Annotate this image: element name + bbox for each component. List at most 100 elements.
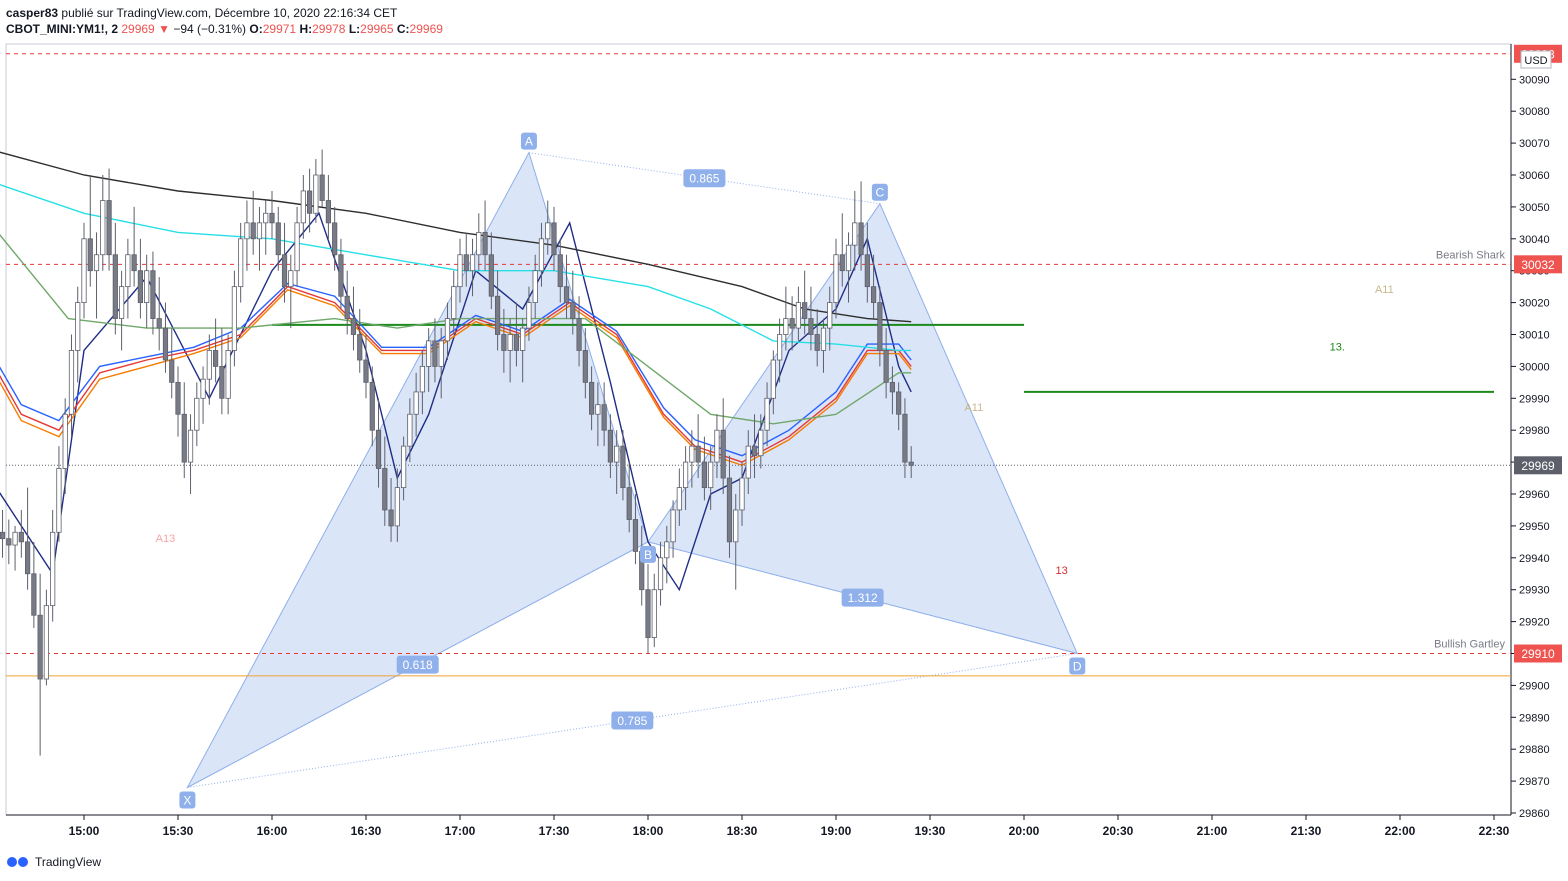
candle[interactable] — [137, 270, 143, 304]
candle[interactable] — [726, 477, 733, 543]
candle[interactable] — [187, 429, 194, 463]
candle[interactable] — [407, 413, 413, 447]
candle[interactable] — [764, 397, 770, 431]
candle[interactable] — [300, 190, 306, 224]
candle[interactable] — [864, 254, 870, 288]
candle[interactable] — [739, 477, 745, 511]
candle[interactable] — [288, 270, 294, 288]
candle[interactable] — [263, 212, 269, 224]
candle[interactable] — [194, 397, 200, 431]
candle[interactable] — [6, 538, 12, 546]
candle[interactable] — [858, 222, 864, 256]
candle[interactable] — [576, 318, 582, 351]
candle[interactable] — [206, 350, 212, 380]
candle[interactable] — [632, 519, 639, 552]
candle[interactable] — [770, 359, 776, 399]
candle[interactable] — [419, 365, 426, 393]
candle[interactable] — [156, 318, 162, 329]
candle[interactable] — [43, 605, 50, 680]
candle[interactable] — [657, 557, 664, 591]
candle[interactable] — [839, 254, 845, 272]
candle[interactable] — [582, 350, 588, 383]
candle[interactable] — [538, 238, 545, 272]
pattern-point-b[interactable] — [640, 545, 656, 563]
candle[interactable] — [112, 254, 118, 319]
candle[interactable] — [745, 445, 751, 479]
pattern-point-a[interactable] — [520, 132, 537, 150]
candle[interactable] — [783, 318, 789, 335]
candle[interactable] — [526, 302, 532, 329]
ratio-badge[interactable] — [611, 711, 654, 730]
candle[interactable] — [382, 468, 388, 511]
candle[interactable] — [306, 190, 313, 214]
candle[interactable] — [689, 445, 695, 463]
candle[interactable] — [169, 359, 175, 383]
candle[interactable] — [513, 334, 520, 351]
candle[interactable] — [601, 404, 607, 431]
candle[interactable] — [758, 429, 764, 457]
candle[interactable] — [457, 254, 463, 288]
ratio-badge[interactable] — [396, 655, 439, 674]
candle[interactable] — [175, 381, 181, 415]
candle[interactable] — [708, 461, 714, 489]
candle[interactable] — [507, 334, 513, 351]
candle[interactable] — [81, 238, 87, 304]
candle[interactable] — [664, 541, 670, 559]
candle[interactable] — [871, 286, 877, 303]
candle[interactable] — [883, 350, 889, 383]
candle[interactable] — [238, 238, 244, 288]
candle[interactable] — [0, 531, 6, 540]
candle[interactable] — [350, 318, 357, 335]
candle[interactable] — [751, 445, 758, 457]
candle[interactable] — [87, 238, 93, 272]
candle[interactable] — [802, 302, 808, 319]
candle[interactable] — [902, 413, 908, 463]
candle[interactable] — [281, 254, 288, 288]
candle[interactable] — [845, 244, 852, 272]
candle[interactable] — [394, 487, 400, 527]
candle[interactable] — [589, 381, 595, 415]
candle[interactable] — [595, 404, 601, 415]
candle[interactable] — [570, 302, 576, 319]
candle[interactable] — [532, 270, 538, 304]
candle[interactable] — [125, 254, 131, 288]
candle[interactable] — [294, 222, 300, 272]
candle[interactable] — [714, 429, 720, 463]
candle[interactable] — [695, 445, 701, 463]
candle[interactable] — [256, 222, 263, 240]
price-tag[interactable] — [1514, 644, 1562, 663]
candle[interactable] — [701, 461, 708, 489]
candle[interactable] — [683, 461, 689, 489]
candle[interactable] — [908, 461, 914, 466]
candle[interactable] — [545, 222, 551, 240]
candle[interactable] — [451, 286, 457, 319]
candle[interactable] — [814, 334, 820, 351]
candle[interactable] — [357, 334, 363, 361]
author-name[interactable]: casper83 — [6, 6, 59, 20]
candle[interactable] — [413, 391, 419, 415]
candle[interactable] — [620, 445, 626, 489]
candle[interactable] — [795, 302, 802, 329]
candle[interactable] — [670, 509, 676, 543]
candle[interactable] — [432, 340, 438, 367]
candle[interactable] — [557, 254, 563, 288]
candle[interactable] — [219, 365, 225, 399]
candle[interactable] — [827, 302, 833, 329]
candle[interactable] — [75, 302, 81, 351]
candle[interactable] — [494, 295, 501, 335]
candle[interactable] — [563, 286, 570, 303]
candle[interactable] — [469, 254, 476, 272]
candle[interactable] — [62, 413, 68, 469]
candle[interactable] — [231, 286, 237, 351]
candle[interactable] — [676, 487, 682, 511]
candle[interactable] — [877, 302, 883, 351]
candle[interactable] — [607, 429, 614, 463]
price-tag[interactable] — [1514, 255, 1562, 274]
pattern-point-x[interactable] — [179, 791, 196, 809]
tradingview-logo[interactable]: TradingView — [6, 855, 101, 869]
candle[interactable] — [162, 327, 169, 361]
pattern-point-d[interactable] — [1069, 657, 1086, 675]
candle[interactable] — [375, 429, 382, 469]
candle[interactable] — [852, 222, 858, 246]
